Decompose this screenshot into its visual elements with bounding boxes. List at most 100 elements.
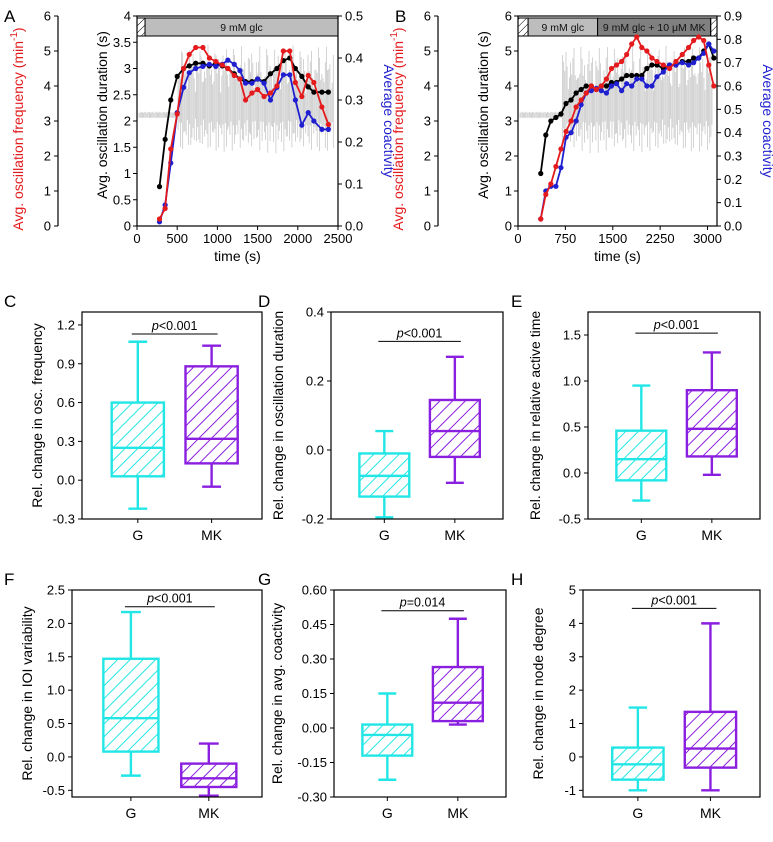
data-point (181, 84, 187, 90)
data-point (538, 170, 544, 177)
condition-segment (710, 17, 718, 37)
label-part: Avg. oscillation frequency (min (390, 41, 406, 231)
y-tick-label: 0.5 (113, 192, 131, 207)
box-g (110, 340, 166, 510)
x-tick-label: 500 (166, 231, 188, 246)
y-tick-label: 5 (505, 44, 512, 59)
p-text: <0.001 (404, 326, 443, 340)
data-point (568, 97, 574, 103)
label-sup: -1 (9, 32, 20, 41)
data-point (603, 83, 610, 89)
significance: p<0.001 (378, 326, 461, 342)
data-point (660, 69, 666, 75)
y-tick-label: 1 (424, 184, 431, 199)
data-point (603, 76, 610, 82)
y-tick-label: 5 (44, 44, 51, 59)
p-value: p<0.001 (650, 593, 697, 607)
data-point (168, 97, 174, 103)
data-point (639, 76, 645, 82)
x-tick-label: MK (701, 527, 723, 543)
panel-e: E -0.5 0.0 0.5 1.0 1.5 Rel. change in relative… (511, 292, 761, 543)
data-point (573, 90, 579, 96)
y-axis: -0.2 0.0 0.2 0.4 Rel. change in oscillation … (270, 305, 331, 527)
x-tick-label: G (125, 805, 136, 821)
data-point (613, 81, 620, 87)
x-axis: G MK (382, 797, 469, 821)
p-text: <0.001 (661, 318, 700, 332)
y-tick-label: -0.30 (297, 790, 327, 805)
y-axis-label-frequency: Avg. oscillation frequency (min-1) (389, 27, 406, 230)
data-point (311, 89, 317, 95)
y-axis-duration: 0 0.5 1 1.5 2 2.5 3 3.5 4 Avg. oscillation durati… (94, 9, 137, 234)
y-tick-label: 0.60 (302, 583, 327, 598)
y-tick-label: 0.5 (563, 420, 581, 435)
panel-c: C -0.3 0.0 0.3 0.6 0.9 1.2 Rel. change in osc. … (4, 292, 263, 543)
panel-a: A 9 mM glc 0 500 1000 1500 2000 2500 time (s) 0 0.… (4, 7, 397, 264)
y-tick-label: 2 (505, 149, 512, 164)
label-sup: -1 (389, 32, 400, 41)
data-point (696, 34, 702, 40)
y-axis-label-duration: Avg. oscillation duration (s) (94, 31, 110, 199)
data-point (603, 90, 610, 96)
y-tick-label: 1 (505, 184, 512, 199)
significance: p<0.001 (631, 593, 717, 609)
plot-frame (582, 589, 761, 798)
series-line-freq (539, 35, 715, 220)
y-tick-label: 3 (424, 114, 431, 129)
data-point (634, 76, 640, 82)
panel-label: B (395, 7, 406, 26)
plot-frame (71, 589, 263, 798)
p-text: <0.001 (658, 593, 697, 607)
y-tick-label: -0.5 (559, 512, 581, 527)
p-symbol: p (396, 326, 404, 340)
data-point (613, 62, 620, 68)
data-point (563, 128, 569, 135)
y-tick-label: 0.15 (302, 686, 327, 701)
y-tick-label: 5 (424, 44, 431, 59)
p-symbol: p (653, 318, 661, 332)
data-point (573, 104, 579, 110)
data-point (548, 181, 554, 187)
p-symbol: p (151, 319, 159, 333)
condition-bar: 9 mM glc (136, 17, 339, 37)
data-point (667, 65, 673, 72)
x-tick-label: 0 (514, 231, 521, 246)
y-axis-label-coactivity: Average coactivity (760, 64, 773, 177)
box-g (102, 610, 160, 777)
data-point (608, 83, 615, 89)
data-point (593, 86, 599, 93)
data-point (219, 62, 225, 68)
data-point (660, 62, 666, 68)
y-tick-label: 0.5 (47, 716, 65, 731)
data-point (225, 65, 231, 72)
y-tick-label: 4 (44, 79, 51, 94)
series-line-dur (539, 42, 715, 174)
series-line-dur (158, 56, 329, 187)
data-point (274, 83, 280, 89)
panel-f: F -0.5 0.0 0.5 1.0 1.5 2.0 2.5 Rel. change in IO… (4, 570, 263, 821)
data-point (292, 65, 298, 72)
y-tick-label: 0 (505, 219, 512, 234)
data-point (305, 110, 311, 116)
y-tick-label: 0.00 (302, 721, 327, 736)
y-tick-label: 5 (569, 583, 576, 598)
condition-label: 9 mM glc + 10 μM MK (603, 22, 706, 34)
panel-d: D -0.2 0.0 0.2 0.4 Rel. change in oscillation… (258, 292, 504, 543)
data-point (711, 55, 717, 61)
x-tick-label: MK (700, 805, 722, 821)
box-iqr (683, 710, 738, 769)
p-symbol: p (399, 596, 407, 610)
y-axis-frequency: 0 1 2 3 4 5 6 Avg. oscillation frequency (min-1… (9, 9, 59, 234)
x-tick-label: 2250 (646, 231, 675, 246)
data-point (558, 111, 564, 117)
data-point (691, 55, 697, 61)
data-point (280, 48, 286, 54)
data-point (553, 183, 559, 189)
p-value: p<0.001 (653, 318, 700, 332)
y-tick-label: 0.45 (302, 617, 327, 632)
significance: p<0.001 (131, 319, 218, 335)
condition-bar: 9 mM glc 9 mM glc + 10 μM MK (517, 17, 718, 37)
label-part: Avg. oscillation frequency (min (10, 41, 26, 231)
y-tick-label: 0.0 (47, 749, 65, 764)
data-point (578, 102, 584, 108)
